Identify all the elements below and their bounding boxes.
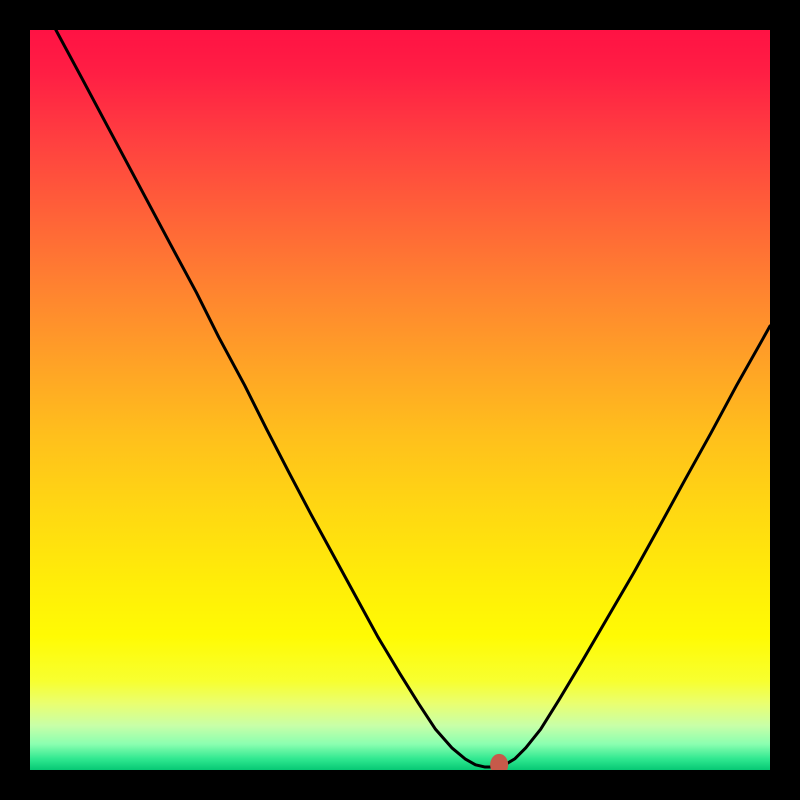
bottleneck-chart <box>30 30 770 770</box>
chart-background <box>30 30 770 770</box>
watermark-text: TheBottleneck.com <box>573 2 782 29</box>
